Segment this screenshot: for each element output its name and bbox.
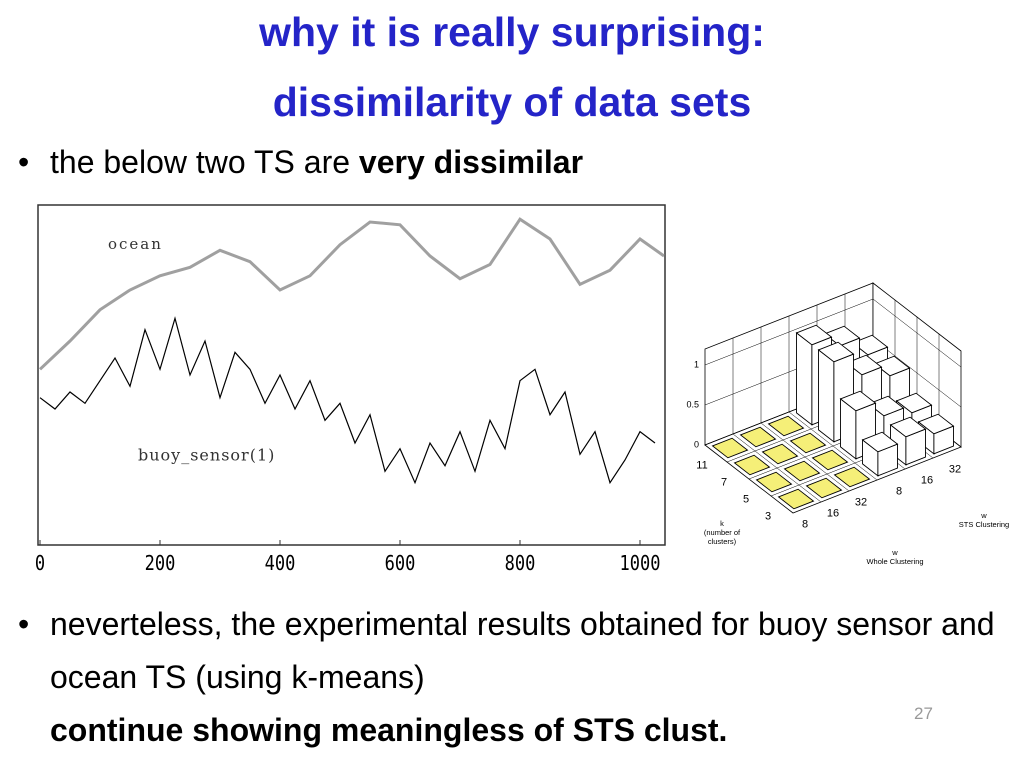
axis-title: k	[720, 519, 724, 528]
series-line	[39, 316, 656, 485]
bar-top	[733, 454, 771, 476]
bar-top	[777, 488, 815, 510]
bar-top	[861, 431, 899, 453]
w-tick-label: 16	[827, 507, 839, 519]
axis-title: clusters)	[708, 537, 737, 546]
bar-top	[739, 426, 777, 448]
x-tick-label: 1000	[620, 553, 661, 576]
w-tick-label: 8	[802, 518, 808, 530]
bar-top	[845, 354, 883, 376]
w-tick-label: 8	[896, 485, 902, 497]
series-label: buoy_sensor(1)	[138, 446, 275, 465]
axis-title: w	[891, 548, 898, 557]
series-line	[38, 217, 665, 371]
figures: 0 200 400 600 800 1000 ocean buoy_sensor(1) 0 0.5…	[35, 204, 1009, 576]
w-tick-label: 16	[921, 474, 933, 486]
bar-top	[755, 471, 793, 493]
bar-top	[795, 324, 833, 346]
x-tick-label: 800	[505, 553, 536, 576]
bar-top	[867, 395, 905, 417]
title-line: dissimilarity of data sets	[272, 79, 752, 125]
w-tick-label: 32	[949, 463, 961, 475]
z-tick-label: 0.5	[686, 399, 699, 409]
bullet-dot: •	[18, 144, 30, 180]
bar-top	[917, 413, 955, 435]
bar-top	[761, 443, 799, 465]
x-tick-label: 0	[35, 553, 45, 576]
bar-left	[796, 331, 813, 426]
text: the below two TS are	[50, 144, 359, 180]
bar-top	[805, 477, 843, 499]
bar-top	[711, 437, 749, 459]
text: neverteless, the experimental results ob…	[50, 606, 995, 695]
k-tick-label: 11	[696, 459, 707, 471]
bold-text: continue showing meaningless of STS clus…	[50, 712, 728, 748]
axis-title: Whole Clustering	[866, 557, 923, 566]
bar-top	[839, 390, 877, 412]
bar-top	[833, 466, 871, 488]
z-grid-line	[704, 298, 962, 368]
bar-top	[783, 460, 821, 482]
axis-title: w	[980, 511, 987, 520]
bullet-text: the below two TS are very dissimilar	[50, 136, 583, 189]
bar-top	[811, 449, 849, 471]
bar-top	[873, 355, 911, 377]
x-tick-label: 400	[265, 553, 296, 576]
k-tick-label: 3	[765, 510, 771, 522]
series-label: ocean	[108, 235, 163, 253]
title-line: why it is really surprising:	[259, 9, 765, 55]
w-tick-label: 32	[855, 496, 867, 508]
axis-title: STS Clustering	[959, 520, 1009, 529]
bullet-text: neverteless, the experimental results ob…	[50, 598, 1010, 757]
axis-title: (number of	[704, 528, 741, 537]
slide-number: 27	[914, 704, 933, 723]
bullet-dot: •	[18, 606, 30, 642]
bar-left	[818, 348, 835, 443]
x-tick-label: 600	[385, 553, 416, 576]
bar-top	[817, 341, 855, 363]
bar-top	[767, 415, 805, 437]
bar-top	[895, 392, 933, 414]
bar-top	[823, 325, 861, 347]
bar-top	[789, 432, 827, 454]
z-tick-label: 0	[694, 439, 699, 449]
x-tick-label: 200	[145, 553, 176, 576]
bold-text: very dissimilar	[358, 144, 584, 180]
bar-top	[889, 416, 927, 438]
k-tick-label: 5	[743, 493, 749, 505]
k-tick-label: 7	[721, 476, 727, 488]
plot-frame	[37, 204, 666, 546]
bar-top	[851, 334, 889, 356]
z-tick-label: 1	[694, 359, 699, 369]
